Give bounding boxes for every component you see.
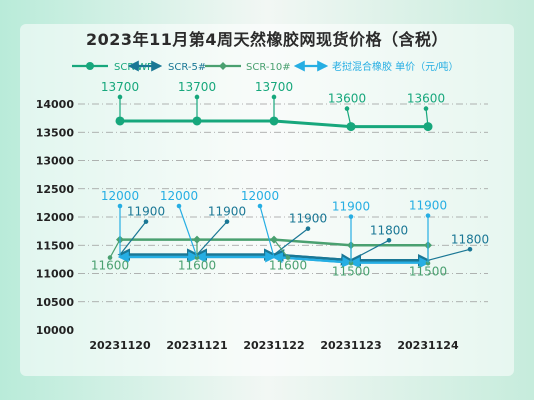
data-label: 12000 — [241, 189, 279, 203]
leader-dot — [344, 106, 350, 111]
leader-dot — [285, 255, 291, 260]
leader-line — [427, 248, 471, 261]
data-labels: 13700 13700 13700 13600 13600 11900 11900 11900… — [91, 80, 489, 278]
leader-dot — [117, 94, 123, 100]
data-label: 11500 — [332, 264, 370, 278]
data-label: 11900 — [127, 205, 165, 219]
y-tick-label: 12000 — [36, 211, 75, 224]
data-label: 13700 — [255, 80, 293, 94]
chart-title: 2023年11月第4周天然橡胶网现货价格（含税） — [86, 30, 448, 49]
data-label: 13700 — [178, 80, 216, 94]
y-tick-label: 11000 — [36, 268, 75, 281]
y-tick-label: 12500 — [36, 183, 75, 196]
x-tick-label: 20231122 — [243, 339, 304, 352]
leader-line — [273, 228, 309, 256]
leader-dot — [423, 106, 429, 111]
data-label: 11600 — [178, 259, 216, 273]
leader-line — [259, 205, 275, 258]
leader-line — [425, 108, 429, 127]
data-label: 11800 — [370, 223, 408, 237]
legend-label: SCR-10# — [246, 62, 291, 73]
y-tick-label: 11500 — [36, 239, 75, 252]
leader-dot — [176, 203, 182, 209]
leader-dot — [425, 260, 431, 266]
leader-line — [273, 239, 289, 258]
point-scr-wf — [346, 122, 356, 132]
x-tick-label: 20231123 — [320, 339, 381, 352]
data-label: 12000 — [160, 189, 198, 203]
leader-line — [178, 205, 198, 258]
leader-dot — [257, 203, 263, 209]
leader-line — [109, 239, 121, 258]
leader-dot — [107, 255, 113, 260]
data-label: 13700 — [101, 80, 139, 94]
data-label: 11800 — [451, 232, 489, 246]
data-label: 11900 — [208, 205, 246, 219]
data-label: 11900 — [332, 200, 370, 214]
leader-line — [196, 221, 228, 256]
x-tick-label: 20231124 — [397, 339, 459, 352]
leader-dot — [305, 226, 311, 231]
data-label: 11900 — [289, 212, 327, 226]
leader-dot — [271, 94, 277, 100]
leader-dot — [224, 219, 230, 224]
leader-dot — [143, 219, 149, 224]
leader-line — [346, 108, 352, 127]
leader-dot — [386, 238, 392, 243]
leader-line — [350, 239, 390, 261]
leader-dot — [348, 214, 354, 219]
data-label: 11600 — [91, 259, 129, 273]
legend-marker — [219, 62, 227, 70]
data-label: 11900 — [409, 199, 447, 213]
leader-dot — [348, 260, 354, 266]
x-tick-label: 20231121 — [166, 339, 227, 352]
y-tick-label: 10000 — [36, 324, 75, 337]
x-axis-ticks: 20231120 20231121 20231122 20231123 20231124 — [89, 339, 459, 352]
leader-dot — [467, 247, 473, 252]
x-tick-label: 20231120 — [89, 339, 151, 352]
leader-dot — [194, 94, 200, 100]
y-tick-label: 10500 — [36, 296, 75, 309]
chart-panel — [20, 24, 514, 376]
legend-label: SCR-5# — [168, 62, 206, 73]
legend-marker — [86, 62, 94, 70]
data-label: 13600 — [407, 92, 445, 106]
leader-dot — [117, 203, 123, 209]
legend-label: 老挝混合橡胶 单价（元/吨） — [332, 60, 459, 73]
y-tick-label: 13500 — [36, 126, 75, 139]
chart-legend: SCR-WF SCR-5# SCR-10# 老挝混合橡胶 单价（元/吨） — [72, 60, 459, 73]
data-label: 11500 — [409, 264, 447, 278]
leader-dot — [194, 255, 200, 260]
data-label: 12000 — [101, 189, 139, 203]
leader-line — [119, 221, 147, 256]
legend-label: SCR-WF — [114, 62, 153, 73]
y-tick-label: 14000 — [36, 98, 75, 111]
leader-dot — [425, 213, 431, 218]
point-scr-wf — [423, 122, 433, 132]
data-label: 13600 — [328, 92, 366, 106]
y-axis-ticks: 10000 10500 11000 11500 12000 12500 13000 13500… — [36, 98, 75, 337]
y-tick-label: 13000 — [36, 155, 75, 168]
data-label: 11600 — [269, 259, 307, 273]
